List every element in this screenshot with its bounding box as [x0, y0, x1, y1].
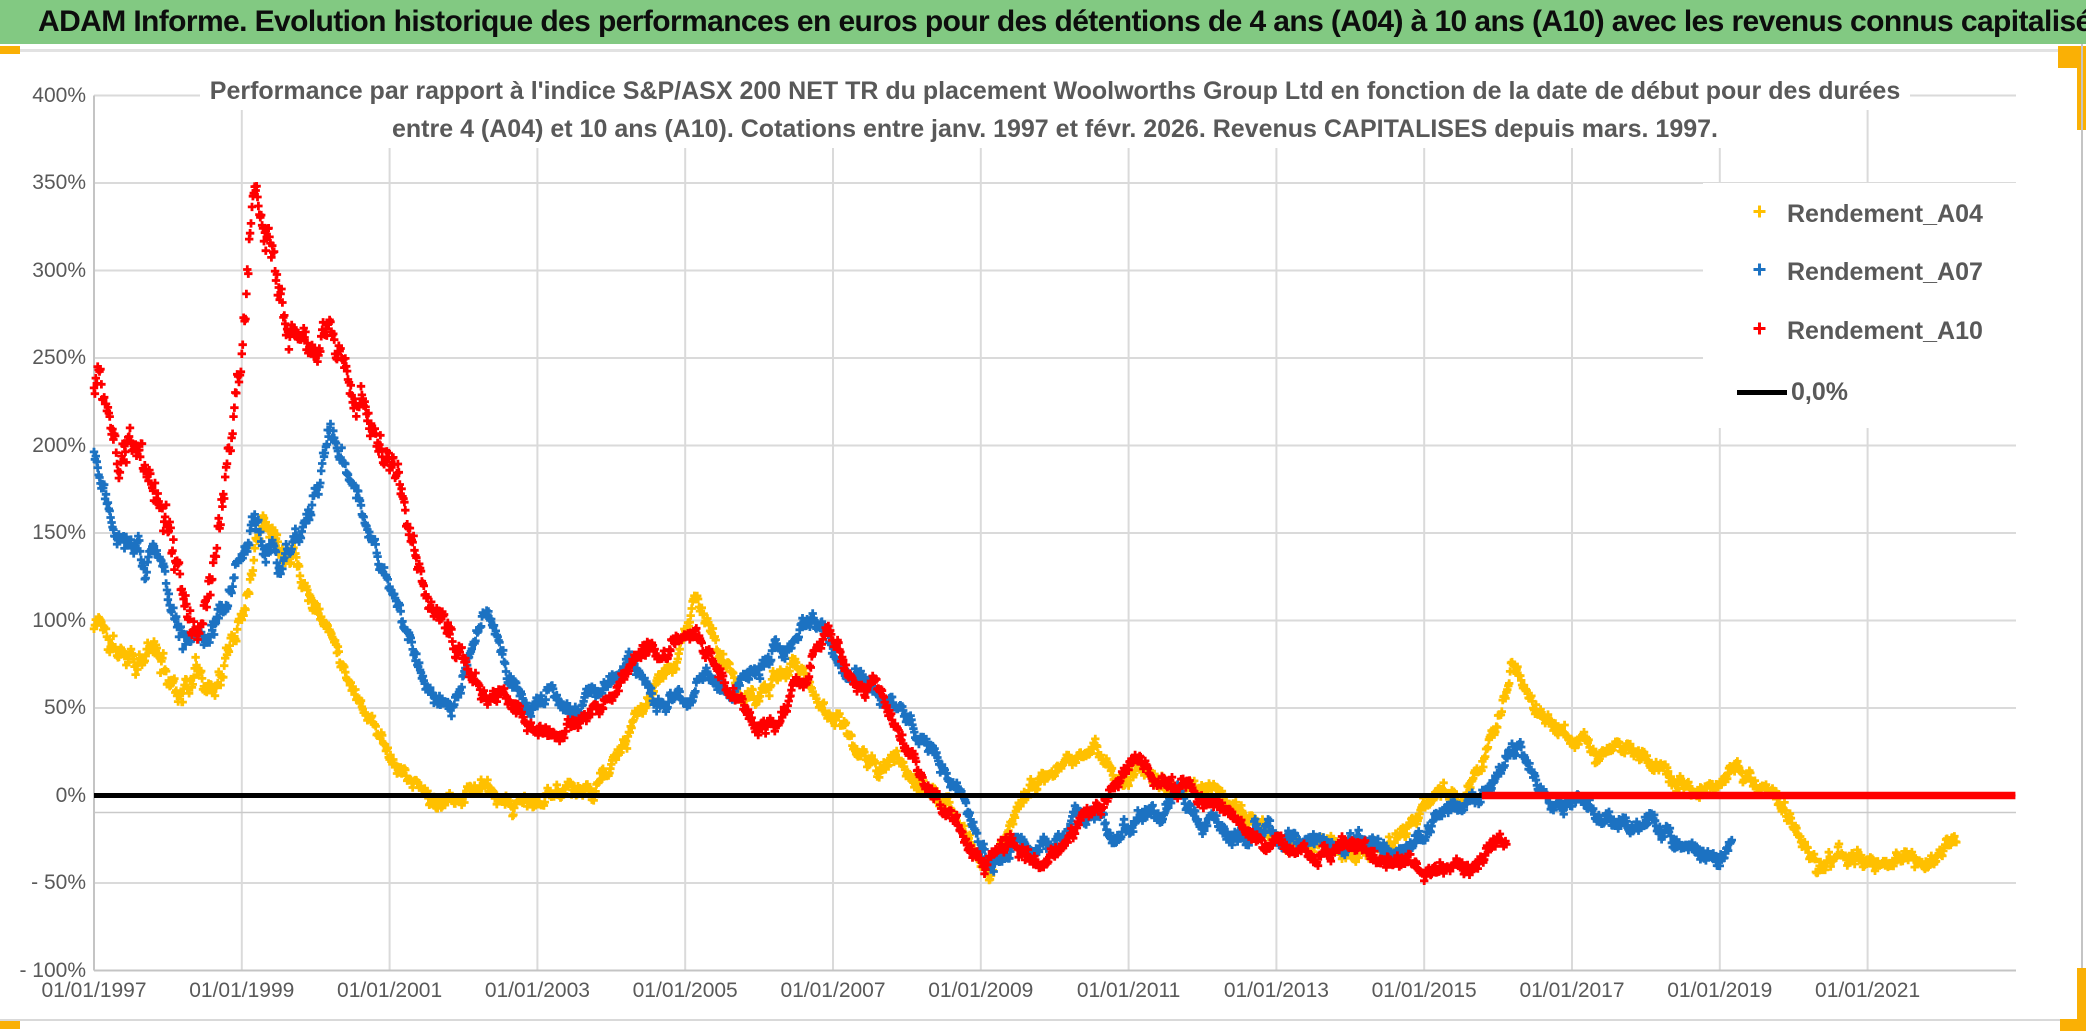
plus-marker-icon — [1731, 262, 1787, 282]
plus-marker-icon — [1731, 204, 1787, 224]
legend-entry-a04[interactable]: Rendement_A04 — [1703, 197, 2081, 231]
y-axis-tick-label: 150% — [32, 521, 86, 544]
x-axis-tick-label: 01/01/1997 — [41, 979, 147, 1002]
x-axis-tick-label: 01/01/2021 — [1815, 979, 1921, 1002]
x-axis-tick-label: 01/01/2017 — [1519, 979, 1625, 1002]
y-axis-tick-label: 300% — [32, 258, 86, 282]
sheet-right-border — [2081, 44, 2083, 1031]
y-axis-tick-label: 0% — [55, 783, 86, 807]
x-axis-tick-label: 01/01/2011 — [1076, 979, 1181, 1002]
chart-title-line2: entre 4 (A04) et 10 ans (A10). Cotations… — [382, 110, 1728, 148]
black-line-swatch — [1737, 389, 1787, 395]
accent-right-bottom-strip — [2077, 968, 2086, 1031]
header-divider-line — [0, 49, 2086, 52]
y-axis-tick-label: 50% — [43, 696, 86, 719]
report-title-bar: ADAM Informe. Evolution historique des p… — [0, 0, 2086, 44]
y-axis-tick-label: 350% — [32, 171, 86, 194]
legend-entry-a07[interactable]: Rendement_A07 — [1703, 255, 2081, 289]
series-points-rendement_a10[interactable] — [89, 182, 1511, 885]
legend-entry-zero-line[interactable]: 0,0% — [1703, 375, 2081, 409]
accent-bottom-left — [0, 1021, 20, 1029]
x-axis-tick-label: 01/01/2005 — [632, 979, 738, 1002]
y-axis-tick-label: 100% — [32, 608, 86, 632]
x-axis-tick-label: 01/01/2013 — [1223, 979, 1329, 1002]
legend-label-zero: 0,0% — [1791, 377, 1848, 406]
y-axis-tick-label: - 100% — [19, 958, 86, 982]
chart-title-line1: Performance par rapport à l'indice S&P/A… — [199, 72, 1911, 110]
chart-title: Performance par rapport à l'indice S&P/A… — [94, 72, 2016, 148]
plus-marker-icon — [1731, 321, 1787, 341]
axis-lines — [93, 95, 2016, 972]
y-axis-tick-label: 250% — [32, 346, 86, 369]
x-axis-tick-label: 01/01/2015 — [1371, 979, 1477, 1002]
accent-bottom-right — [2060, 1019, 2086, 1031]
report-title: ADAM Informe. Evolution historique des p… — [38, 5, 2086, 38]
x-axis-tick-label: 01/01/2019 — [1667, 979, 1773, 1002]
x-axis-tick-label: 01/01/2001 — [337, 979, 443, 1002]
sheet-bottom-border — [0, 1019, 2064, 1021]
y-axis-tick-label: 400% — [32, 83, 86, 107]
chart-legend[interactable]: Rendement_A04 Rendement_A07 Rendement_A1… — [1703, 183, 2081, 428]
x-axis-tick-label: 01/01/2003 — [484, 979, 590, 1002]
x-axis-tick-label: 01/01/2007 — [780, 979, 886, 1002]
legend-label-a04: Rendement_A04 — [1787, 199, 1983, 228]
legend-entry-a10[interactable]: Rendement_A10 — [1703, 314, 2081, 348]
series-points-rendement_a04[interactable] — [89, 511, 1961, 885]
y-axis-tick-label: - 50% — [31, 871, 86, 894]
legend-label-a07: Rendement_A07 — [1787, 257, 1983, 286]
legend-label-a10: Rendement_A10 — [1787, 316, 1983, 345]
accent-top-left — [0, 46, 20, 54]
x-axis-tick-label: 01/01/2009 — [928, 979, 1034, 1002]
x-axis-tick-label: 01/01/1999 — [189, 979, 295, 1002]
y-axis-tick-label: 200% — [32, 433, 86, 457]
